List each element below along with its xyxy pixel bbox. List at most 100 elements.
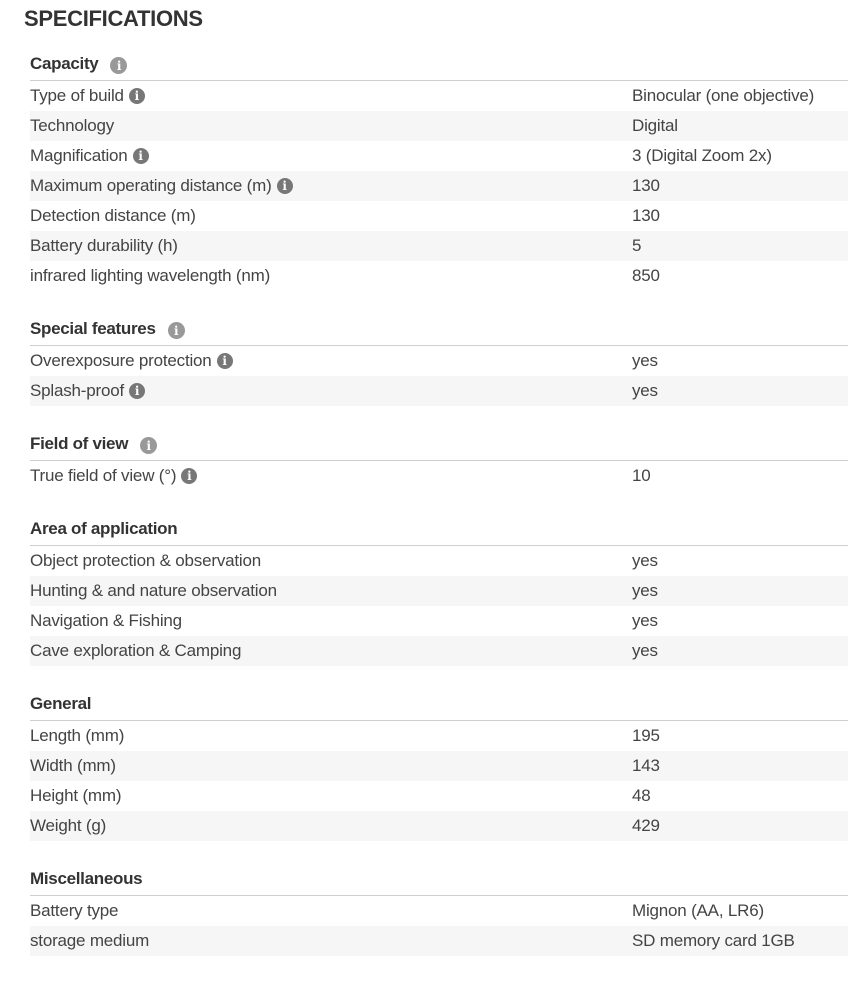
spec-label: Detection distance (m) [30, 206, 196, 225]
section-title: Field of view [30, 434, 129, 453]
info-icon[interactable]: i [140, 437, 158, 454]
spec-label: Overexposure protection [30, 351, 212, 370]
spec-row: Magnification i 3 (Digital Zoom 2x) [30, 141, 848, 171]
section-rows: Overexposure protection i yes Splash-proof i… [30, 346, 848, 406]
spec-row: Splash-proof i yes [30, 376, 848, 406]
spec-row: Cave exploration & Camping yes [30, 636, 848, 666]
spec-value: Mignon (AA, LR6) [632, 901, 764, 920]
spec-row: Hunting & and nature observation yes [30, 576, 848, 606]
info-icon[interactable]: i [276, 178, 293, 194]
spec-label: Width (mm) [30, 756, 116, 775]
spec-row: Object protection & observation yes [30, 546, 848, 576]
spec-label-cell: Height (mm) [30, 786, 632, 806]
spec-value: SD memory card 1GB [632, 931, 795, 950]
info-icon[interactable]: i [110, 57, 128, 74]
spec-label-cell: Splash-proof i [30, 381, 632, 401]
section-title: Miscellaneous [30, 869, 143, 888]
spec-label-cell: infrared lighting wavelength (nm) [30, 266, 632, 286]
spec-value: 10 [632, 466, 651, 485]
spec-value: yes [632, 551, 658, 570]
spec-label: Height (mm) [30, 786, 122, 805]
section-rows: Type of build i Binocular (one objective) T… [30, 81, 848, 291]
spec-label: Object protection & observation [30, 551, 261, 570]
section-title: Capacity [30, 54, 99, 73]
info-icon[interactable]: i [132, 148, 149, 164]
spec-row: Type of build i Binocular (one objective) [30, 81, 848, 111]
spec-section: Special features i Overexposure protection… [30, 310, 848, 406]
spec-row: Maximum operating distance (m) i 130 [30, 171, 848, 201]
spec-row: Overexposure protection i yes [30, 346, 848, 376]
spec-label: Hunting & and nature observation [30, 581, 277, 600]
section-header: Area of application [30, 510, 848, 546]
info-icon[interactable]: i [128, 88, 145, 104]
section-header: Field of view i [30, 425, 848, 461]
section-header: Miscellaneous [30, 860, 848, 896]
spec-label-cell: Weight (g) [30, 816, 632, 836]
spec-label-cell: True field of view (°) i [30, 466, 632, 486]
section-rows: True field of view (°) i 10 [30, 461, 848, 491]
spec-row: Detection distance (m) 130 [30, 201, 848, 231]
spec-label-cell: Detection distance (m) [30, 206, 632, 226]
spec-value: 850 [632, 266, 660, 285]
section-header: Capacity i [30, 45, 848, 81]
spec-value: Digital [632, 116, 678, 135]
info-icon[interactable]: i [216, 353, 233, 369]
info-icon[interactable]: i [181, 468, 198, 484]
section-rows: Object protection & observation yes Huntin… [30, 546, 848, 666]
spec-section: Area of application Object protection & o… [30, 510, 848, 666]
spec-value: yes [632, 581, 658, 600]
spec-label-cell: Technology [30, 116, 632, 136]
spec-label: Navigation & Fishing [30, 611, 182, 630]
spec-row: Height (mm) 48 [30, 781, 848, 811]
spec-value: 429 [632, 816, 660, 835]
spec-label: Battery durability (h) [30, 236, 178, 255]
section-header: Special features i [30, 310, 848, 346]
spec-label: Weight (g) [30, 816, 107, 835]
spec-row: Length (mm) 195 [30, 721, 848, 751]
spec-value: Binocular (one objective) [632, 86, 815, 105]
spec-label-cell: Length (mm) [30, 726, 632, 746]
section-rows: Battery type Mignon (AA, LR6) storage medi… [30, 896, 848, 956]
spec-row: infrared lighting wavelength (nm) 850 [30, 261, 848, 291]
spec-value: 143 [632, 756, 660, 775]
spec-value: 5 [632, 236, 642, 255]
spec-row: Battery type Mignon (AA, LR6) [30, 896, 848, 926]
spec-value: yes [632, 381, 658, 400]
spec-section: General Length (mm) 195 Width (mm) 143 Height… [30, 685, 848, 841]
spec-row: storage medium SD memory card 1GB [30, 926, 848, 956]
spec-value: yes [632, 611, 658, 630]
spec-label: Length (mm) [30, 726, 125, 745]
spec-value: yes [632, 351, 658, 370]
spec-label-cell: Battery type [30, 901, 632, 921]
spec-label: True field of view (°) [30, 466, 177, 485]
spec-value: 3 (Digital Zoom 2x) [632, 146, 772, 165]
spec-label-cell: Cave exploration & Camping [30, 641, 632, 661]
spec-section: Field of view i True field of view (°) i 10 [30, 425, 848, 491]
spec-label-cell: Width (mm) [30, 756, 632, 776]
spec-label: storage medium [30, 931, 150, 950]
spec-label: infrared lighting wavelength (nm) [30, 266, 271, 285]
info-icon[interactable]: i [167, 322, 185, 339]
spec-value: 195 [632, 726, 660, 745]
specifications-table: Capacity i Type of build i Binocular (one ob… [30, 26, 848, 956]
spec-row: Navigation & Fishing yes [30, 606, 848, 636]
info-icon[interactable]: i [129, 383, 145, 399]
spec-value: 130 [632, 206, 660, 225]
page-title: SPECIFICATIONS [24, 6, 203, 31]
spec-row: Weight (g) 429 [30, 811, 848, 841]
spec-label-cell: Navigation & Fishing [30, 611, 632, 631]
spec-section: Miscellaneous Battery type Mignon (AA, LR6… [30, 860, 848, 956]
spec-value: yes [632, 641, 658, 660]
spec-row: True field of view (°) i 10 [30, 461, 848, 491]
spec-label-cell: Overexposure protection i [30, 351, 632, 371]
section-rows: Length (mm) 195 Width (mm) 143 Height (mm) 48… [30, 721, 848, 841]
section-title: Area of application [30, 519, 178, 538]
spec-value: 130 [632, 176, 660, 195]
spec-label: Type of build [30, 86, 124, 105]
spec-label-cell: Object protection & observation [30, 551, 632, 571]
spec-label-cell: Maximum operating distance (m) i [30, 176, 632, 196]
section-title: Special features [30, 319, 156, 338]
spec-row: Battery durability (h) 5 [30, 231, 848, 261]
spec-value: 48 [632, 786, 651, 805]
spec-label: Battery type [30, 901, 119, 920]
